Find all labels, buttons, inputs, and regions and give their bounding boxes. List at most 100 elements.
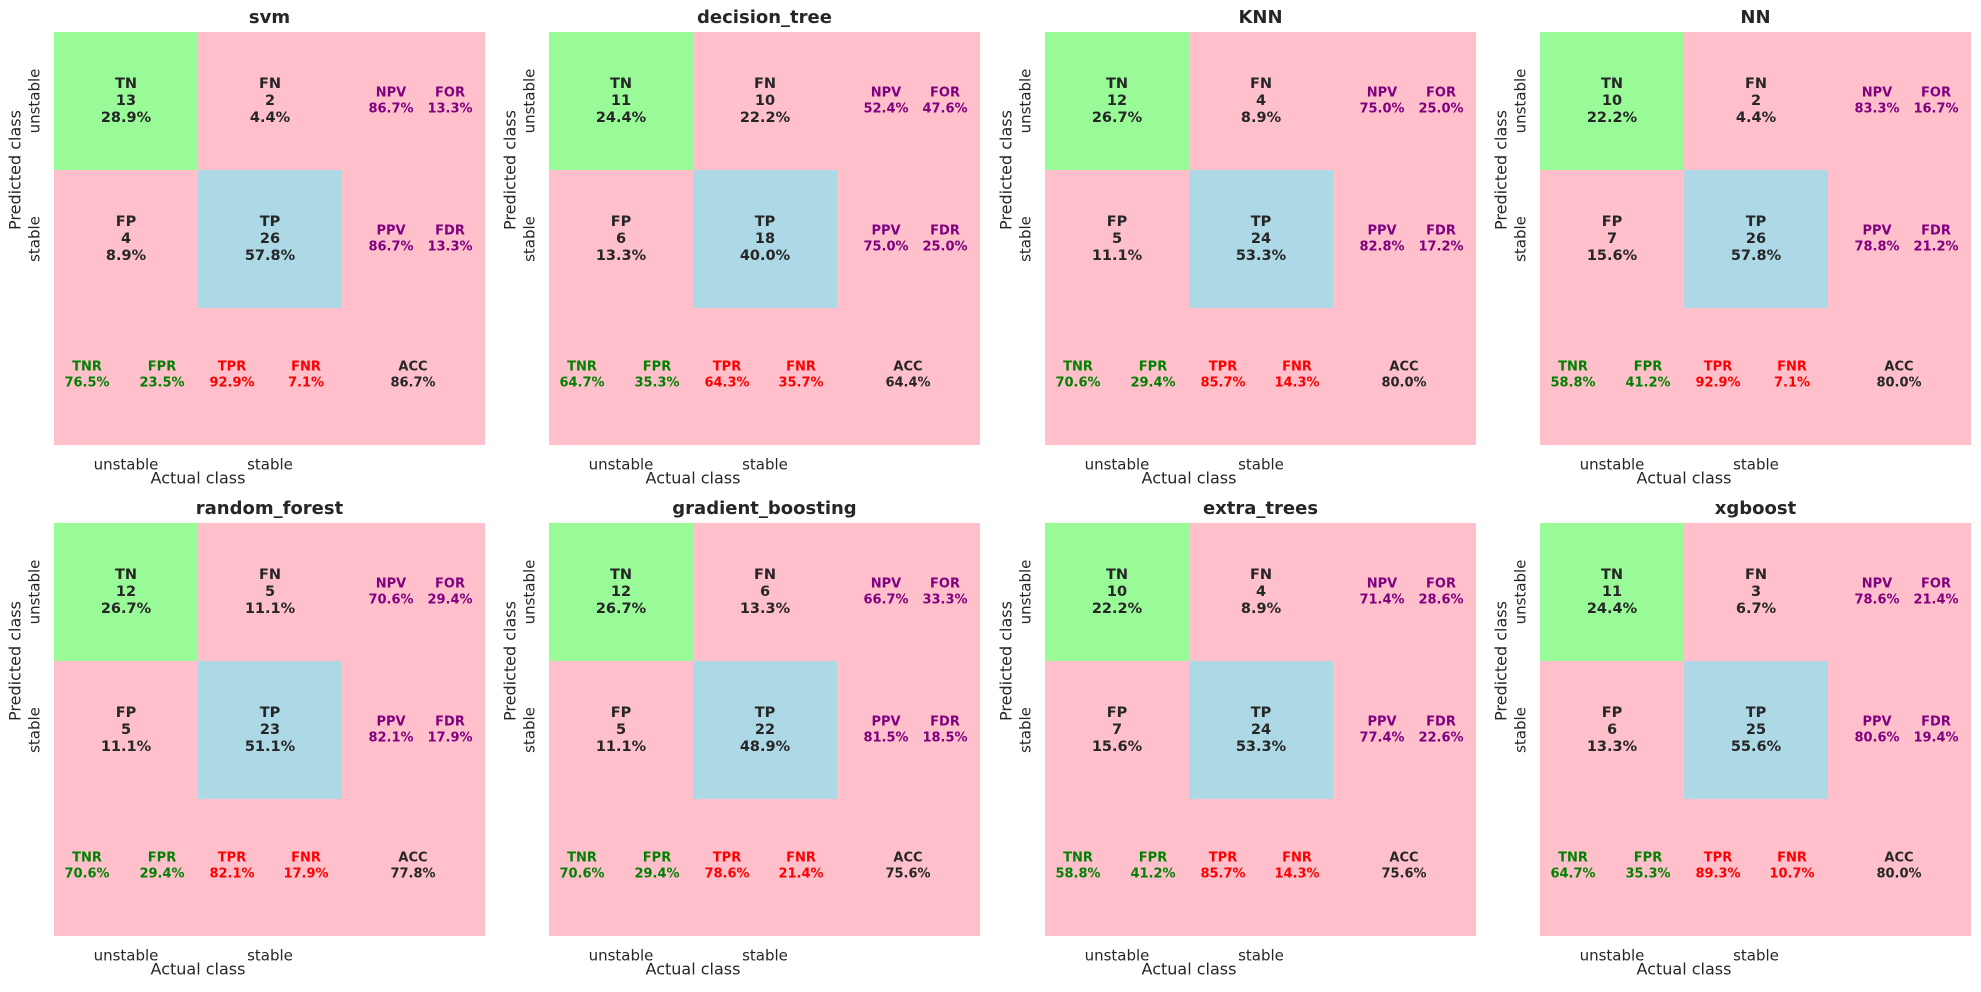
fp-label: FP <box>611 705 632 721</box>
y-axis-label: Predicted class <box>997 110 1016 230</box>
acc-value: 80.0% <box>1876 376 1921 391</box>
tnr-label: TNR <box>72 851 102 866</box>
for-label: FOR <box>1426 86 1456 101</box>
fpr-value: 35.3% <box>634 376 679 391</box>
acc-label: ACC <box>1884 851 1913 866</box>
tp-percent: 53.3% <box>1236 739 1287 755</box>
x-tick-label: stable <box>1733 947 1779 965</box>
fn-percent: 4.4% <box>1736 110 1777 126</box>
fnr-label: FNR <box>291 360 321 375</box>
fpr-value: 35.3% <box>1625 867 1670 882</box>
fdr-value: 17.9% <box>427 731 472 746</box>
x-tick-label: unstable <box>94 947 159 965</box>
for-label: FOR <box>1426 577 1456 592</box>
fpr-value: 29.4% <box>139 867 184 882</box>
fn-count: 5 <box>265 584 275 600</box>
x-axis-label: Actual class <box>151 469 246 488</box>
tn-percent: 22.2% <box>1587 110 1638 126</box>
tn-percent: 22.2% <box>1092 601 1143 617</box>
tn-percent: 24.4% <box>1587 601 1638 617</box>
fdr-value: 22.6% <box>1418 731 1463 746</box>
x-tick-label: stable <box>742 947 788 965</box>
tn-label: TN <box>115 76 137 92</box>
acc-value: 86.7% <box>390 376 435 391</box>
panel-title: NN <box>1740 7 1770 28</box>
acc-value: 80.0% <box>1876 867 1921 882</box>
tp-count: 23 <box>260 722 280 738</box>
tn-cell <box>1540 523 1684 661</box>
tn-count: 10 <box>1107 584 1127 600</box>
y-tick-label: unstable <box>1017 69 1035 134</box>
fp-label: FP <box>1107 214 1128 230</box>
fnr-label: FNR <box>291 851 321 866</box>
ppv-value: 75.0% <box>863 240 908 255</box>
tnr-value: 70.6% <box>559 867 604 882</box>
tn-count: 12 <box>1107 93 1127 109</box>
acc-value: 80.0% <box>1381 376 1426 391</box>
tp-cell <box>198 170 342 308</box>
npv-value: 86.7% <box>368 102 413 117</box>
y-axis-label: Predicted class <box>997 601 1016 721</box>
tnr-label: TNR <box>1063 360 1093 375</box>
fp-percent: 8.9% <box>106 248 147 264</box>
fp-label: FP <box>116 214 137 230</box>
fpr-label: FPR <box>643 360 671 375</box>
fn-count: 10 <box>755 93 775 109</box>
fnr-label: FNR <box>1282 851 1312 866</box>
x-tick-label: unstable <box>1085 456 1150 474</box>
fnr-value: 35.7% <box>778 376 823 391</box>
ppv-value: 78.8% <box>1854 240 1899 255</box>
fdr-label: FDR <box>1921 715 1951 730</box>
fn-label: FN <box>754 567 776 583</box>
tpr-value: 64.3% <box>704 376 749 391</box>
y-tick-label: stable <box>1512 707 1530 753</box>
x-tick-label: unstable <box>1580 947 1645 965</box>
npv-label: NPV <box>1367 86 1397 101</box>
for-label: FOR <box>435 86 465 101</box>
fp-label: FP <box>1602 705 1623 721</box>
tp-percent: 57.8% <box>1731 248 1782 264</box>
fdr-label: FDR <box>435 715 465 730</box>
fn-count: 2 <box>1751 93 1761 109</box>
panel-title: decision_tree <box>697 7 832 28</box>
fp-percent: 11.1% <box>1092 248 1143 264</box>
acc-value: 75.6% <box>1381 867 1426 882</box>
tn-count: 13 <box>116 93 136 109</box>
tn-label: TN <box>115 567 137 583</box>
tn-percent: 24.4% <box>596 110 647 126</box>
fp-count: 4 <box>121 231 131 247</box>
tpr-value: 78.6% <box>704 867 749 882</box>
tp-label: TP <box>1251 705 1272 721</box>
tnr-label: TNR <box>567 851 597 866</box>
fnr-value: 14.3% <box>1274 867 1319 882</box>
x-tick-label: unstable <box>589 456 654 474</box>
tnr-label: TNR <box>1063 851 1093 866</box>
tn-count: 11 <box>1602 584 1622 600</box>
x-tick-label: stable <box>1238 947 1284 965</box>
panel-title: KNN <box>1238 7 1282 28</box>
fn-label: FN <box>1745 567 1767 583</box>
tp-label: TP <box>755 214 776 230</box>
fdr-value: 19.4% <box>1913 731 1958 746</box>
y-axis-label: Predicted class <box>501 601 520 721</box>
fp-count: 5 <box>616 722 626 738</box>
tn-percent: 26.7% <box>101 601 152 617</box>
y-tick-label: stable <box>1017 216 1035 262</box>
for-label: FOR <box>1921 86 1951 101</box>
acc-label: ACC <box>893 360 922 375</box>
fpr-label: FPR <box>643 851 671 866</box>
tn-label: TN <box>1601 76 1623 92</box>
tn-count: 10 <box>1602 93 1622 109</box>
for-label: FOR <box>930 577 960 592</box>
ppv-value: 81.5% <box>863 731 908 746</box>
for-value: 33.3% <box>922 593 967 608</box>
tnr-value: 58.8% <box>1055 867 1100 882</box>
fp-count: 7 <box>1112 722 1122 738</box>
npv-label: NPV <box>1367 577 1397 592</box>
fn-percent: 8.9% <box>1241 110 1282 126</box>
npv-label: NPV <box>1862 86 1892 101</box>
tnr-label: TNR <box>1558 360 1588 375</box>
x-axis-label: Actual class <box>151 960 246 979</box>
fn-count: 2 <box>265 93 275 109</box>
